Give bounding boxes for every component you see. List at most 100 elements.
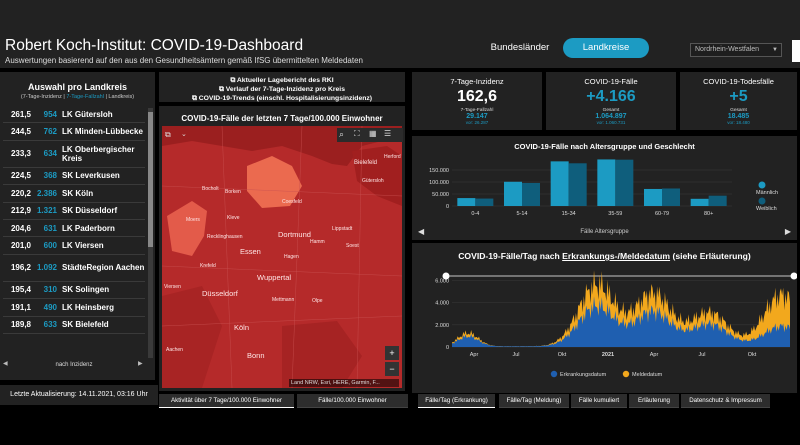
district-list: 261,5 954 LK Gütersloh 244,5 762 LK Minden-Lü… xyxy=(3,106,145,334)
kpi-card: COVID-19-Todesfälle +5 Gesamt 18.485 vor: 18… xyxy=(680,72,797,130)
case-count: 1.321 xyxy=(36,206,57,216)
case-count: 634 xyxy=(43,149,57,159)
district-list-title: Auswahl pro Landkreis xyxy=(27,82,128,92)
district-row[interactable]: 220,2 2.386 SK Köln xyxy=(3,185,145,203)
case-count: 2.386 xyxy=(36,188,57,198)
kpi-value: 162,6 xyxy=(456,88,498,105)
range-handle-right xyxy=(790,272,797,280)
case-count: 490 xyxy=(43,302,57,312)
incidence-value: 196,2 xyxy=(10,263,31,273)
district-row[interactable]: 261,5 954 LK Gütersloh xyxy=(3,106,145,124)
district-name: SK Düsseldorf xyxy=(62,206,118,216)
state-select-value: Nordrhein-Westfalen xyxy=(695,46,760,53)
map-region-light[interactable] xyxy=(167,201,207,256)
district-row[interactable]: 196,2 1.092 StädteRegion Aachen xyxy=(3,255,145,282)
bundeslaender-button[interactable]: Bundesländer xyxy=(490,42,550,53)
district-name: LK Viersen xyxy=(62,241,104,251)
chevron-down-icon[interactable]: ⌄ xyxy=(181,131,187,138)
layers-icon[interactable]: ⧉ xyxy=(165,130,171,139)
daily-chart-panel: COVID-19-Fälle/Tag nach Erkrankungs-/Mel… xyxy=(412,243,797,393)
kpi-card: 7-Tage-Inzidenz 162,6 7-Tage-Fallzahl 29.14… xyxy=(412,72,542,130)
district-name: LK Gütersloh xyxy=(62,109,113,119)
district-row[interactable]: 212,9 1.321 SK Düsseldorf xyxy=(3,203,145,220)
chart-tab[interactable]: Fälle/Tag (Erkrankung) xyxy=(418,394,495,408)
map-tab[interactable]: Aktivität über 7 Tage/100.000 Einwohner xyxy=(159,394,294,408)
fullscreen-icon[interactable]: ⛶ xyxy=(354,129,360,138)
incidence-value: 224,5 xyxy=(10,171,31,181)
chart-tab[interactable]: Fälle/Tag (Meldung) xyxy=(499,394,569,408)
case-count: 633 xyxy=(43,320,57,330)
chart-tab[interactable]: Fälle kumuliert xyxy=(571,394,627,408)
incidence-value: 191,1 xyxy=(10,302,31,312)
kpi-sub-label: Gesamt xyxy=(730,108,747,113)
last-update: Letzte Aktualisierung: 14.11.2021, 03:16… xyxy=(0,385,158,405)
kpi-sub-value: 1.064.897 xyxy=(595,113,627,120)
map-attribution: Land NRW, Esri, HERE, Garmin, F... xyxy=(289,379,399,387)
bar xyxy=(644,188,662,206)
landkreise-button[interactable]: Landkreise xyxy=(563,38,649,58)
bar xyxy=(504,181,522,206)
map-tab[interactable]: Fälle/100.000 Einwohner xyxy=(297,394,408,408)
district-list-subtitle: (7-Tage-Inzidenz | 7-Tage-Fallzahl | Lan… xyxy=(20,94,135,100)
sort-label[interactable]: nach Inzidenz xyxy=(55,362,93,368)
info-link[interactable]: ⧉ Aktueller Lagebericht des RKI xyxy=(230,77,334,84)
chevron-right-icon[interactable]: ▶ xyxy=(784,227,791,236)
x-tick-label: 0-4 xyxy=(471,211,479,217)
scrollbar-thumb[interactable] xyxy=(148,112,153,247)
district-row[interactable]: 224,5 368 SK Leverkusen xyxy=(3,168,145,186)
legend-marker xyxy=(758,181,766,189)
incidence-map[interactable]: Bielefeld Gütersloh Bocholt Borken Coesf… xyxy=(162,126,402,388)
grid-icon[interactable]: ▦ xyxy=(369,129,377,138)
x-tick-label: 60-79 xyxy=(655,211,669,217)
district-row[interactable]: 195,4 310 SK Solingen xyxy=(3,282,145,300)
district-row[interactable]: 201,0 600 LK Viersen xyxy=(3,237,145,255)
x-tick-label: Apr xyxy=(650,352,659,358)
chart-tab[interactable]: Datenschutz & Impressum xyxy=(681,394,770,408)
chart-tab[interactable]: Erläuterung xyxy=(629,394,679,408)
chevron-right-icon[interactable]: ▶ xyxy=(138,361,143,367)
series-area-meldedatum xyxy=(452,270,790,347)
kpi-sub-label: 7-Tage-Fallzahl xyxy=(460,108,494,113)
legend-marker xyxy=(622,370,630,378)
district-list-panel: Auswahl pro Landkreis (7-Tage-Inzidenz |… xyxy=(0,72,155,380)
district-row[interactable]: 204,6 631 LK Paderborn xyxy=(3,220,145,238)
zoom-out-button[interactable]: − xyxy=(385,362,399,376)
map-label: Essen xyxy=(240,247,261,256)
y-tick-label: 0 xyxy=(446,345,449,351)
state-select[interactable]: Nordrhein-Westfalen ▼ xyxy=(690,43,782,57)
district-name: StädteRegion Aachen xyxy=(62,263,145,273)
district-row[interactable]: 244,5 762 LK Minden-Lübbecke xyxy=(3,123,145,141)
kpi-sub-prev: vor: 26.287 xyxy=(465,120,489,125)
district-row[interactable]: 191,1 490 LK Heinsberg xyxy=(3,299,145,317)
case-count: 954 xyxy=(43,109,57,119)
links-panel: ⧉ Aktueller Lagebericht des RKI ⧉ Verlauf… xyxy=(159,72,405,102)
district-name: SK Köln xyxy=(62,188,94,198)
chevron-left-icon[interactable]: ◀ xyxy=(418,227,425,236)
district-name: SK Leverkusen xyxy=(62,171,120,181)
kpi-value: +4.166 xyxy=(586,88,636,105)
y-tick-label: 150.000 xyxy=(429,168,449,174)
info-link[interactable]: ⧉ Verlauf der 7-Tage-Inzidenz pro Kreis xyxy=(219,86,345,93)
district-row[interactable]: 233,3 634 LK Oberbergischer Kreis xyxy=(3,141,145,168)
zoom-in-button[interactable]: + xyxy=(385,346,399,360)
district-name: LK Paderborn xyxy=(62,223,115,233)
map-label: Gütersloh xyxy=(362,178,384,184)
incidence-value: 195,4 xyxy=(10,285,31,295)
kpi-card: COVID-19-Fälle +4.166 Gesamt 1.064.897 vor: … xyxy=(546,72,676,130)
header xyxy=(0,0,800,68)
map-label: Soest xyxy=(346,243,359,249)
chevron-down-icon: ▼ xyxy=(772,47,778,53)
list-icon[interactable]: ☰ xyxy=(384,129,392,138)
map-panel: COVID-19-Fälle der letzten 7 Tage/100.00… xyxy=(159,106,405,391)
map-label: Wuppertal xyxy=(257,273,291,282)
district-row[interactable]: 189,8 633 SK Bielefeld xyxy=(3,317,145,334)
page-subtitle: Auswertungen basierend auf den aus den G… xyxy=(5,56,363,65)
map-label: Borken xyxy=(225,189,241,195)
x-tick-label: Jul xyxy=(512,352,519,358)
map-label: Bocholt xyxy=(202,186,219,192)
map-region-light[interactable] xyxy=(247,156,302,208)
kpi-sub-prev: vor: 18.480 xyxy=(727,120,750,125)
info-link[interactable]: ⧉ COVID-19-Trends (einschl. Hospitalisie… xyxy=(191,95,373,102)
chevron-left-icon[interactable]: ◀ xyxy=(3,361,8,367)
search-icon[interactable]: ⌕ xyxy=(339,129,345,139)
